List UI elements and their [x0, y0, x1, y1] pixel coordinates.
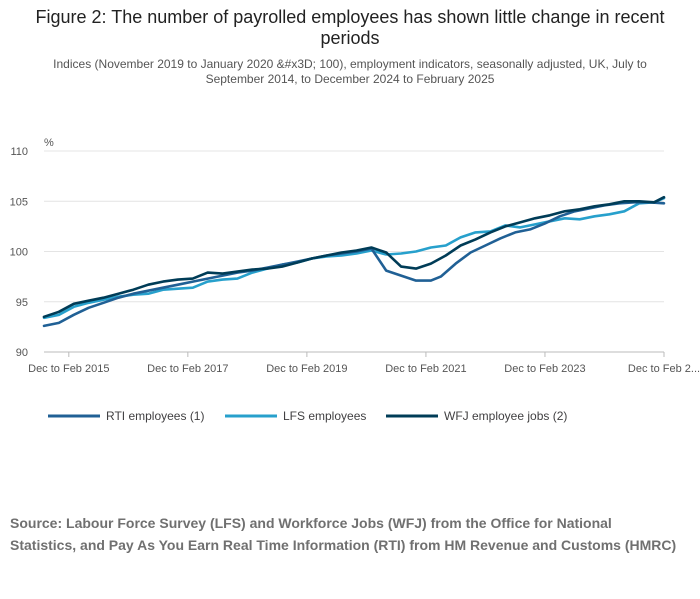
legend-label: RTI employees (1)	[106, 409, 204, 423]
legend[interactable]: RTI employees (1) LFS employees WFJ employ…	[48, 409, 567, 423]
series-line-1	[42, 196, 666, 320]
legend-item-1[interactable]: LFS employees	[225, 409, 366, 423]
x-tick-label: Dec to Feb 2023	[504, 363, 585, 375]
x-tick-label: Dec to Feb 2019	[266, 363, 347, 375]
x-tick-label: Dec to Feb 2021	[385, 363, 466, 375]
x-tick-label: Dec to Feb 2017	[147, 363, 228, 375]
y-tick-label: 110	[10, 146, 28, 158]
source-note: Source: Labour Force Survey (LFS) and Wo…	[10, 515, 677, 553]
chart-title: Figure 2: The number of payrolled employ…	[35, 7, 665, 48]
y-tick-label: 100	[10, 247, 28, 259]
grid-lines	[44, 150, 664, 303]
series-line-0	[42, 201, 666, 328]
chart-subtitle: Indices (November 2019 to January 2020 &…	[53, 57, 647, 86]
y-axis-label: %	[44, 137, 54, 149]
legend-label: WFJ employee jobs (2)	[444, 409, 567, 423]
y-tick-label: 95	[16, 297, 28, 309]
x-axis: Dec to Feb 2015 Dec to Feb 2017 Dec to Feb…	[28, 351, 700, 375]
series-lines	[42, 195, 666, 328]
y-tick-label: 105	[10, 196, 28, 208]
legend-item-0[interactable]: RTI employees (1)	[48, 409, 204, 423]
x-tick-label: Dec to Feb 2...	[628, 363, 700, 375]
x-tick-label: Dec to Feb 2015	[28, 363, 109, 375]
legend-label: LFS employees	[283, 409, 366, 423]
y-tick-label: 90	[16, 347, 28, 359]
legend-item-2[interactable]: WFJ employee jobs (2)	[386, 409, 567, 423]
y-axis-ticks: 90 95 100 105 110	[10, 146, 28, 359]
series-line-2	[42, 195, 666, 319]
